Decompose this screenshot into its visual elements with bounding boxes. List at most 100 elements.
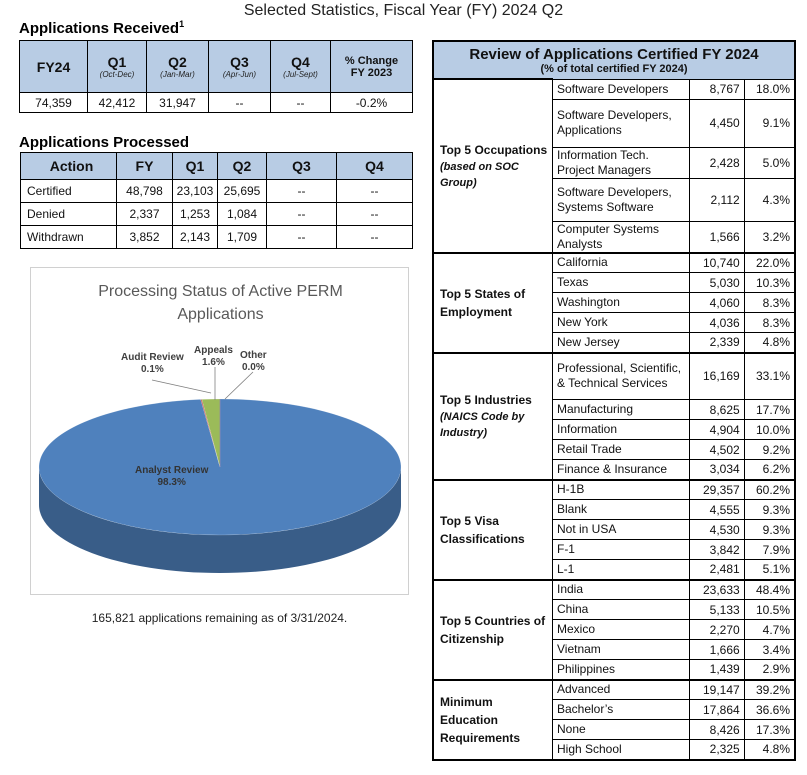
review-row: High School 2,325 4.8% [433, 739, 796, 761]
review-table: Review of Applications Certified FY 2024… [432, 40, 796, 761]
review-name-cell: Vietnam [551, 639, 690, 660]
processed-cell: 3,852 [116, 225, 173, 249]
review-row: Texas 5,030 10.3% [433, 272, 796, 293]
received-header-label: Q4 [291, 54, 310, 70]
review-num-cell: 10,740 [688, 252, 745, 273]
review-pct-cell: 8.3% [743, 312, 796, 333]
review-row: Retail Trade 4,502 9.2% [433, 439, 796, 460]
review-name-cell: High School [551, 739, 690, 761]
received-table: FY24 Q1 (Oct-Dec) Q2 (Jan-Mar) Q3 (Apr-Jun)… [19, 40, 413, 113]
review-pct-cell: 4.8% [743, 739, 796, 761]
review-row: Top 5 Industries (NAICS Code by Industry)… [432, 351, 796, 481]
review-num-cell: 19,147 [688, 679, 745, 700]
review-category-label: Top 5 Visa Classifications [440, 513, 525, 546]
processed-cell: Withdrawn [20, 225, 117, 249]
review-num-cell: 8,426 [688, 719, 745, 740]
review-name-cell: L-1 [551, 559, 690, 581]
review-row: Finance & Insurance 3,034 6.2% [433, 459, 796, 481]
review-name-cell: Software Developers [551, 78, 690, 100]
review-pct-cell: 4.8% [743, 332, 796, 354]
review-name-cell: Bachelor’s [551, 699, 690, 720]
review-row: Washington 4,060 8.3% [433, 292, 796, 313]
processed-cell: -- [266, 225, 337, 249]
review-pct-cell: 8.3% [743, 292, 796, 313]
review-num-cell: 29,357 [688, 479, 745, 500]
review-header-row: Review of Applications Certified FY 2024… [432, 40, 796, 80]
processed-row: Withdrawn 3,852 2,143 1,709 -- -- [20, 225, 413, 249]
pie-chart-container: Processing Status of Active PERM Applica… [30, 267, 409, 595]
review-num-cell: 3,842 [688, 539, 745, 560]
processed-row: Denied 2,337 1,253 1,084 -- -- [20, 202, 413, 226]
review-pct-cell: 4.3% [743, 177, 796, 222]
processed-cell: 23,103 [172, 179, 218, 203]
pie-slice-audit-review [200, 399, 221, 468]
pie-side [39, 467, 401, 573]
review-name-cell: California [551, 252, 690, 273]
review-num-cell: 17,864 [688, 699, 745, 720]
review-name-cell: Washington [551, 292, 690, 313]
processed-header-cell: Action [20, 152, 117, 180]
received-header-label: Q2 [168, 54, 187, 70]
review-num-cell: 2,481 [688, 559, 745, 581]
review-name-cell: Advanced [551, 679, 690, 700]
processed-cell: Certified [20, 179, 117, 203]
review-category-label: Top 5 Occupations [440, 142, 548, 157]
review-pct-cell: 9.2% [743, 439, 796, 460]
review-pct-cell: 4.7% [743, 619, 796, 640]
review-num-cell: 4,036 [688, 312, 745, 333]
processed-header-cell: Q3 [266, 152, 337, 180]
received-value-cell: -- [208, 92, 271, 113]
review-row: New Jersey 2,339 4.8% [433, 332, 796, 354]
review-row: Top 5 Occupations (based on SOC Group) Sof… [432, 78, 796, 254]
review-category: Top 5 Industries (NAICS Code by Industry) [432, 351, 553, 481]
review-name-cell: Information Tech. Project Managers [551, 146, 690, 179]
review-category: Minimum Education Requirements [432, 678, 553, 761]
review-name-cell: Philippines [551, 659, 690, 681]
review-name-cell: New York [551, 312, 690, 333]
processed-header-cell: Q1 [172, 152, 218, 180]
page-title: Selected Statistics, Fiscal Year (FY) 20… [243, 2, 564, 19]
processed-table: Action FY Q1 Q2 Q3 Q4 Certified 48,798 2… [20, 152, 413, 249]
review-num-cell: 2,339 [688, 332, 745, 354]
processed-cell: 2,143 [172, 225, 218, 249]
review-row: Blank 4,555 9.3% [433, 499, 796, 520]
pie-label-value: 0.0% [241, 362, 265, 373]
review-category-label: Top 5 Countries of Citizenship [440, 613, 546, 646]
review-pct-cell: 2.9% [743, 659, 796, 681]
review-row: Computer Systems Analysts 1,566 3.2% [433, 220, 796, 254]
review-name-cell: Computer Systems Analysts [551, 220, 690, 254]
review-num-cell: 2,112 [688, 177, 745, 222]
received-value-cell: 74,359 [19, 92, 88, 113]
processed-cell: -- [336, 179, 413, 203]
review-pct-cell: 9.1% [743, 98, 796, 148]
chart-title: Processing Status of Active PERM Applica… [31, 280, 410, 326]
received-value-cell: 31,947 [146, 92, 209, 113]
review-pct-cell: 5.0% [743, 146, 796, 179]
review-category: Top 5 States of Employment [432, 251, 553, 354]
review-name-cell: Blank [551, 499, 690, 520]
processed-header-cell: Q2 [217, 152, 267, 180]
review-name-cell: H-1B [551, 479, 690, 500]
received-header-range: (Jul-Sept) [283, 70, 318, 79]
pie-label-value: 1.6% [202, 357, 225, 368]
processed-title: Applications Processed [19, 134, 190, 151]
review-num-cell: 2,325 [688, 739, 745, 761]
review-row: Not in USA 4,530 9.3% [433, 519, 796, 540]
received-header-label: Q3 [230, 54, 249, 70]
pie-label-text: Appeals [194, 345, 233, 356]
review-name-cell: Retail Trade [551, 439, 690, 460]
chart-title-line1: Processing Status of Active PERM [98, 283, 343, 300]
review-name-cell: Texas [551, 272, 690, 293]
review-row: Information Tech. Project Managers 2,428 5… [433, 146, 796, 179]
review-pct-cell: 10.5% [743, 599, 796, 620]
review-pct-cell: 17.3% [743, 719, 796, 740]
review-category-label: Minimum Education Requirements [440, 694, 521, 745]
review-pct-cell: 60.2% [743, 479, 796, 500]
review-num-cell: 16,169 [688, 352, 745, 400]
processed-cell: -- [266, 202, 337, 226]
received-header-change-line1: % Change [344, 54, 399, 67]
received-header-range: (Apr-Jun) [222, 70, 257, 79]
processed-cell: 2,337 [116, 202, 173, 226]
review-category: Top 5 Visa Classifications [432, 478, 553, 581]
review-category-sub: (NAICS Code by Industry) [440, 411, 525, 439]
